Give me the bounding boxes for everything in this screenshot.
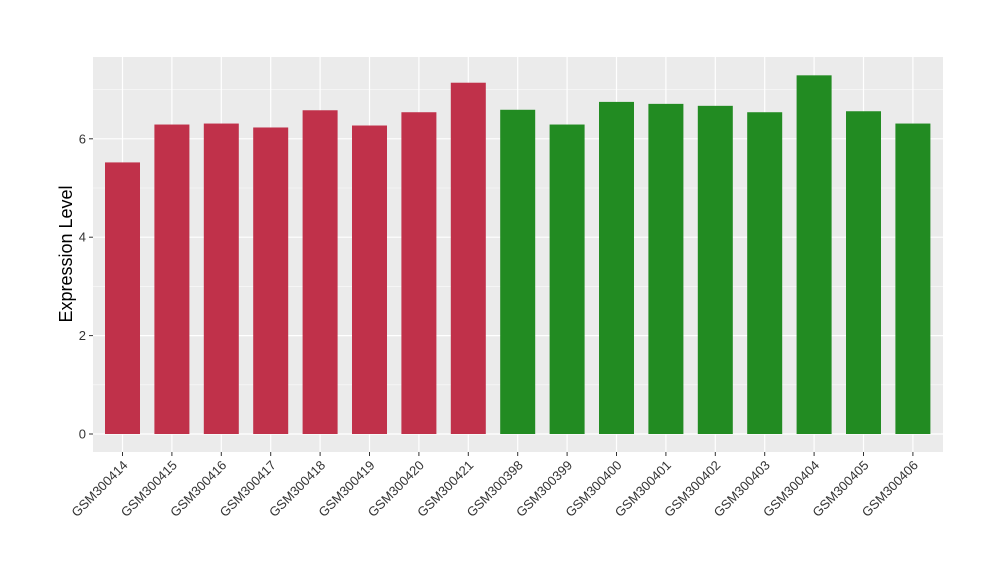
bar-GSM300398 [500, 109, 536, 434]
bar-GSM300405 [846, 111, 881, 435]
bar-GSM300414 [105, 162, 140, 434]
bar-GSM300416 [203, 123, 239, 434]
bar-GSM300404 [796, 75, 832, 434]
bar-GSM300402 [697, 105, 733, 434]
bar-GSM300399 [549, 124, 585, 435]
y-axis-title: Expression Level [56, 185, 76, 322]
bar-GSM300400 [599, 101, 634, 435]
bar-GSM300420 [401, 112, 437, 435]
bar-GSM300406 [895, 123, 931, 434]
y-tick-label: 0 [79, 427, 86, 442]
bar-GSM300417 [253, 127, 289, 434]
bar-GSM300401 [648, 103, 684, 435]
bar-GSM300415 [154, 124, 190, 435]
y-tick-label: 6 [79, 131, 86, 146]
x-axis: GSM300414GSM300415GSM300416GSM300417GSM3… [68, 452, 921, 520]
bar-GSM300418 [302, 110, 338, 434]
bar-GSM300419 [352, 125, 387, 435]
y-tick-label: 2 [79, 328, 86, 343]
y-axis: 0 2 4 6 [79, 131, 93, 442]
y-tick-label: 4 [79, 230, 86, 245]
bar-GSM300403 [747, 112, 783, 435]
bars [105, 75, 931, 435]
bar-GSM300421 [450, 82, 486, 434]
